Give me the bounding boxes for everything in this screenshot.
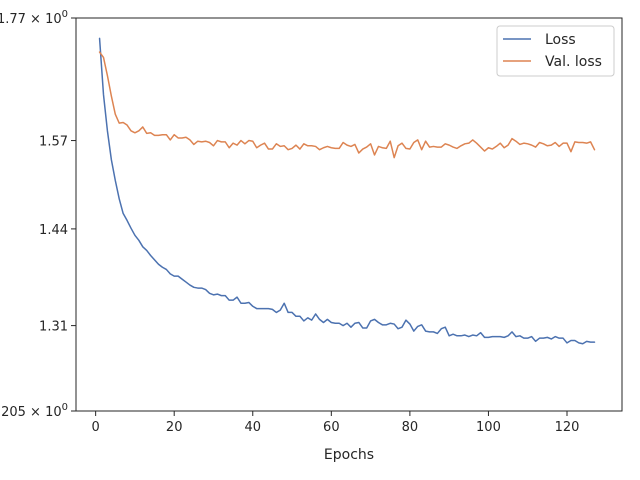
x-axis: 0 20 40 60 80 100 120 (91, 411, 579, 435)
x-tick-label: 40 (244, 420, 261, 435)
x-tick-label: 100 (476, 420, 501, 435)
legend: Loss Val. loss (496, 25, 615, 77)
series-line-val-loss (98, 51, 596, 159)
y-axis: 1.205 × 100 1.31 1.44 1.57 1.77 × 100 (0, 9, 76, 420)
legend-label: Val. loss (545, 54, 602, 70)
x-axis-label: Epochs (324, 447, 374, 463)
legend-label: Loss (545, 32, 576, 48)
x-tick-label: 60 (323, 420, 340, 435)
y-tick-label: 1.44 (39, 223, 68, 238)
y-tick-label: 1.205 × 100 (0, 402, 68, 420)
plot-frame (75, 17, 623, 412)
x-tick-label: 80 (402, 420, 419, 435)
series-line-loss (98, 37, 596, 345)
x-tick-label: 20 (166, 420, 183, 435)
y-tick-label: 1.57 (39, 135, 68, 150)
x-tick-label: 0 (91, 420, 99, 435)
plot-lines (98, 37, 596, 345)
y-tick-label: 1.31 (39, 320, 68, 335)
x-tick-label: 120 (555, 420, 580, 435)
y-tick-label: 1.77 × 100 (0, 9, 68, 27)
